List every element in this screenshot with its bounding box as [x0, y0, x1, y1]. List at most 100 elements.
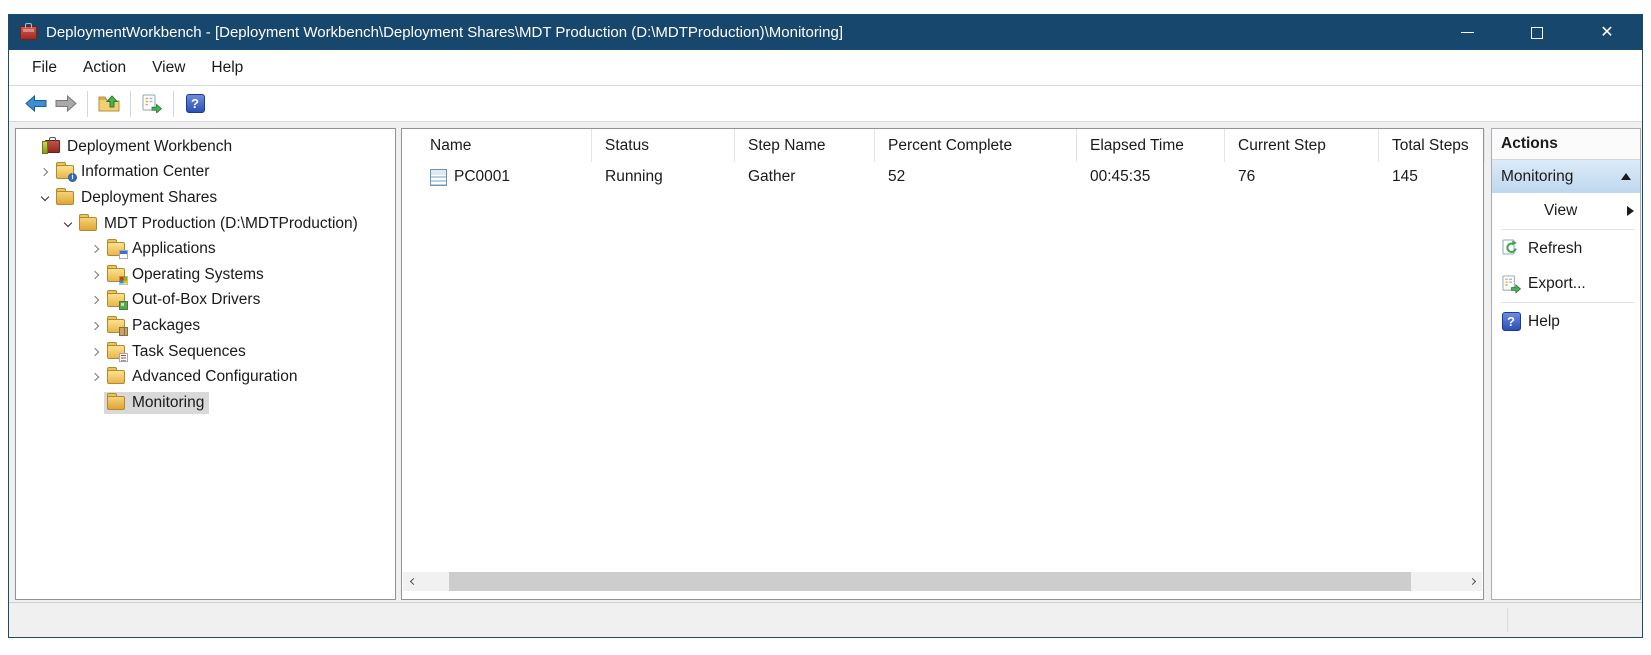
export-list-icon [142, 94, 163, 113]
status-bar [9, 602, 1642, 637]
scroll-right-button[interactable] [1464, 572, 1482, 591]
tree-item-advanced-configuration[interactable]: Advanced Configuration [16, 364, 395, 390]
back-button[interactable] [21, 90, 51, 118]
help-icon: ? [185, 94, 205, 113]
actions-pane: Actions Monitoring View [1491, 128, 1641, 600]
column-header-current-step[interactable]: Current Step [1225, 129, 1379, 162]
help-icon: ? [1500, 312, 1522, 332]
toolbar: ? [9, 86, 1642, 122]
tree-item-deployment-shares[interactable]: Deployment Shares [16, 185, 395, 211]
chevron-right-icon[interactable] [87, 318, 104, 334]
close-button[interactable]: ✕ [1572, 15, 1642, 50]
maximize-icon [1531, 26, 1543, 39]
drivers-folder-icon [107, 290, 128, 311]
information-center-folder-icon [56, 162, 77, 183]
action-export[interactable]: Export... [1492, 266, 1640, 301]
cell-name: PC0001 [402, 168, 592, 186]
tree-item-task-sequences[interactable]: Task Sequences [16, 339, 395, 365]
advanced-configuration-folder-icon [107, 367, 125, 385]
action-refresh[interactable]: Refresh [1492, 231, 1640, 266]
export-icon [1500, 274, 1522, 294]
mdt-production-folder-icon [79, 213, 97, 231]
tree-item-out-of-box-drivers[interactable]: Out-of-Box Drivers [16, 288, 395, 314]
scroll-left-button[interactable] [403, 572, 421, 591]
status-bar-divider [1507, 608, 1508, 632]
forward-button[interactable] [51, 90, 81, 118]
minimize-button[interactable] [1432, 15, 1502, 50]
column-header-total-steps[interactable]: Total Steps [1379, 129, 1485, 162]
tree-item-operating-systems[interactable]: Operating Systems [16, 262, 395, 288]
forward-arrow-icon [55, 95, 77, 112]
list-header: Name Status Step Name Percent Complete E… [402, 129, 1485, 162]
menu-help[interactable]: Help [211, 58, 244, 76]
toolbar-separator [173, 90, 174, 117]
back-arrow-icon [25, 95, 47, 112]
tree-item-applications[interactable]: Applications [16, 236, 395, 262]
monitored-computer-icon [430, 168, 447, 186]
column-header-elapsed-time[interactable]: Elapsed Time [1077, 129, 1225, 162]
cell-current-step: 76 [1238, 168, 1256, 185]
deployment-workbench-icon [42, 137, 60, 155]
deployment-workbench-window: DeploymentWorkbench - [Deployment Workbe… [8, 14, 1643, 638]
chevron-right-icon[interactable] [87, 369, 104, 385]
column-header-status[interactable]: Status [592, 129, 735, 162]
applications-folder-icon [107, 239, 128, 260]
actions-group-monitoring[interactable]: Monitoring [1492, 160, 1640, 193]
scroll-right-icon [1468, 577, 1476, 586]
horizontal-scrollbar[interactable] [403, 572, 1482, 591]
chevron-right-icon[interactable] [87, 344, 104, 360]
cell-total-steps: 145 [1392, 168, 1418, 185]
scrollbar-thumb[interactable] [449, 572, 1411, 591]
folder-up-icon [98, 95, 120, 112]
menu-file[interactable]: File [32, 58, 57, 76]
actions-divider [1501, 302, 1635, 303]
scroll-left-icon [409, 577, 417, 586]
action-view[interactable]: View [1492, 193, 1640, 228]
cell-percent-complete: 52 [888, 168, 906, 185]
cell-step-name: Gather [748, 168, 796, 185]
cell-status: Running [605, 168, 663, 185]
results-pane: Name Status Step Name Percent Complete E… [401, 128, 1485, 600]
actions-divider [1501, 229, 1635, 230]
tree-item-deployment-workbench[interactable]: Deployment Workbench [16, 134, 395, 160]
toolbar-separator [130, 90, 131, 117]
column-header-step-name[interactable]: Step Name [735, 129, 875, 162]
close-icon: ✕ [1600, 23, 1614, 41]
submenu-arrow-icon [1627, 205, 1634, 216]
console-tree-pane: Deployment Workbench Information Center … [15, 128, 396, 600]
packages-folder-icon [107, 315, 128, 336]
table-row-pc0001[interactable]: PC0001 Running Gather 52 00:45:35 76 145 [402, 162, 1483, 192]
chevron-right-icon[interactable] [87, 292, 104, 308]
menu-action[interactable]: Action [82, 58, 127, 76]
chevron-right-icon[interactable] [87, 267, 104, 283]
app-icon [20, 22, 37, 40]
export-list-button[interactable] [137, 90, 167, 118]
toolbar-separator [87, 90, 88, 117]
collapse-arrow-icon[interactable] [1621, 173, 1631, 180]
column-header-name[interactable]: Name [402, 129, 592, 162]
up-one-level-button[interactable] [94, 90, 124, 118]
monitoring-folder-icon [107, 392, 125, 410]
chevron-down-icon[interactable] [36, 190, 53, 206]
minimize-icon [1460, 32, 1474, 33]
menu-view[interactable]: View [152, 58, 186, 76]
tree-item-packages[interactable]: Packages [16, 313, 395, 339]
title-bar[interactable]: DeploymentWorkbench - [Deployment Workbe… [9, 15, 1642, 50]
chevron-right-icon[interactable] [87, 241, 104, 257]
window-title: DeploymentWorkbench - [Deployment Workbe… [46, 24, 843, 41]
task-sequences-folder-icon [107, 341, 128, 362]
tree-item-information-center[interactable]: Information Center [16, 160, 395, 186]
chevron-right-icon[interactable] [36, 164, 53, 180]
tree-item-monitoring[interactable]: Monitoring [16, 390, 395, 416]
chevron-down-icon[interactable] [59, 216, 76, 232]
cell-elapsed-time: 00:45:35 [1090, 168, 1151, 185]
tree-item-mdt-production[interactable]: MDT Production (D:\MDTProduction) [16, 211, 395, 237]
maximize-button[interactable] [1502, 15, 1572, 50]
action-help[interactable]: ? Help [1492, 304, 1640, 339]
refresh-icon [1500, 239, 1522, 259]
deployment-shares-folder-icon [56, 187, 74, 205]
help-button[interactable]: ? [180, 90, 210, 118]
column-header-percent-complete[interactable]: Percent Complete [875, 129, 1077, 162]
operating-systems-folder-icon [107, 264, 128, 285]
